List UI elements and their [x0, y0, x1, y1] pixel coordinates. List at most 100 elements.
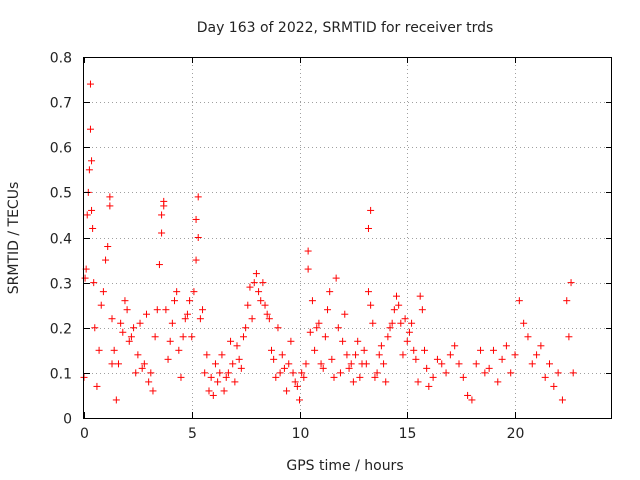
data-point	[537, 342, 545, 350]
data-point	[392, 292, 400, 300]
data-point	[188, 333, 196, 341]
data-point	[397, 319, 405, 327]
x-tick-label: 15	[399, 426, 417, 442]
x-tick-label: 5	[188, 426, 197, 442]
data-point	[242, 324, 250, 332]
data-point	[390, 306, 398, 314]
data-point	[183, 310, 191, 318]
data-point	[88, 206, 96, 214]
data-point	[214, 378, 222, 386]
data-point	[313, 324, 321, 332]
data-point	[343, 351, 351, 359]
data-point	[164, 355, 172, 363]
data-point	[498, 355, 506, 363]
data-point	[341, 310, 349, 318]
data-point	[481, 369, 489, 377]
data-point	[149, 387, 157, 395]
data-point	[289, 369, 297, 377]
data-point	[326, 288, 334, 296]
data-point	[108, 315, 116, 323]
data-point	[371, 373, 379, 381]
data-point	[364, 224, 372, 232]
data-point	[97, 301, 105, 309]
data-point	[429, 373, 437, 381]
data-point	[414, 378, 422, 386]
data-point	[203, 351, 211, 359]
data-point	[81, 274, 89, 282]
data-point	[209, 391, 217, 399]
data-point	[99, 288, 107, 296]
data-point	[515, 297, 523, 305]
y-tick-label: 0.3	[50, 277, 72, 293]
data-point	[250, 279, 258, 287]
data-point	[237, 364, 245, 372]
data-point	[349, 378, 357, 386]
data-point	[147, 369, 155, 377]
data-point	[177, 373, 185, 381]
data-point	[194, 193, 202, 201]
data-point	[252, 270, 260, 278]
data-point	[224, 369, 232, 377]
data-point	[90, 279, 98, 287]
data-point	[308, 297, 316, 305]
data-point	[231, 378, 239, 386]
data-point	[546, 360, 554, 368]
data-point	[485, 364, 493, 372]
data-point	[220, 387, 228, 395]
data-point	[352, 351, 360, 359]
data-point	[173, 288, 181, 296]
data-point	[472, 360, 480, 368]
data-point	[334, 324, 342, 332]
data-point	[130, 324, 138, 332]
data-point	[132, 369, 140, 377]
data-point	[114, 360, 122, 368]
data-point	[410, 346, 418, 354]
data-point	[438, 360, 446, 368]
data-point	[142, 310, 150, 318]
data-point	[88, 157, 96, 165]
data-point	[267, 346, 275, 354]
data-point	[324, 306, 332, 314]
x-tick-labels: 0 5 10 15 20	[80, 426, 524, 442]
data-point	[524, 333, 532, 341]
data-point	[91, 324, 99, 332]
data-point	[86, 80, 94, 88]
data-point	[211, 360, 219, 368]
data-point	[386, 324, 394, 332]
data-point	[151, 333, 159, 341]
data-point	[229, 360, 237, 368]
data-point	[401, 315, 409, 323]
data-point	[528, 360, 536, 368]
data-point	[95, 346, 103, 354]
data-point	[345, 364, 353, 372]
data-point	[354, 337, 362, 345]
data-point	[218, 351, 226, 359]
data-point	[192, 256, 200, 264]
data-point	[108, 360, 116, 368]
data-point	[311, 346, 319, 354]
data-point	[166, 337, 174, 345]
gridlines	[84, 57, 612, 418]
data-point	[285, 360, 293, 368]
data-point	[291, 378, 299, 386]
data-point	[278, 351, 286, 359]
y-tick-label: 0	[63, 412, 72, 428]
data-point	[319, 364, 327, 372]
data-point	[336, 369, 344, 377]
data-point	[179, 333, 187, 341]
y-tick-labels: 0 0.1 0.2 0.3 0.4 0.5 0.6 0.7 0.8	[50, 51, 72, 428]
data-point	[162, 306, 170, 314]
data-point	[412, 355, 420, 363]
data-point	[332, 274, 340, 282]
data-point	[446, 351, 454, 359]
data-point	[153, 306, 161, 314]
data-point	[104, 243, 112, 251]
axis-ticks	[84, 57, 612, 419]
data-point	[272, 373, 280, 381]
data-point	[293, 382, 301, 390]
data-point	[263, 310, 271, 318]
data-point	[196, 315, 204, 323]
data-point	[364, 288, 372, 296]
